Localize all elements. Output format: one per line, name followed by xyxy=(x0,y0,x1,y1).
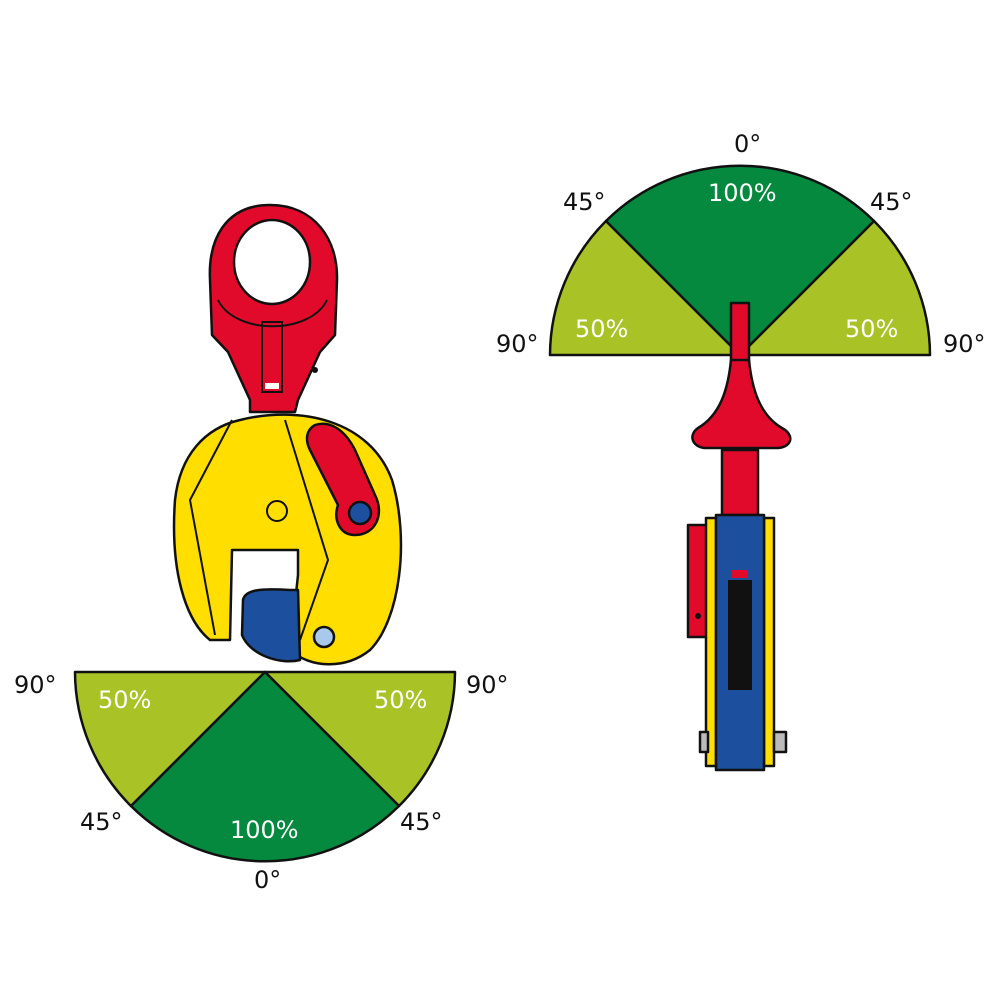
angle-label: 90° xyxy=(14,671,57,699)
angle-label: 45° xyxy=(563,188,606,216)
left-sector-50 xyxy=(548,219,742,357)
capacity-label: 50% xyxy=(575,315,628,343)
clamp-front-view xyxy=(172,203,403,666)
capacity-label: 50% xyxy=(98,686,151,714)
left-angle-chart: 90° 90° 45° 45° 0° 50% 50% 100% xyxy=(14,670,509,894)
capacity-label: 50% xyxy=(845,315,898,343)
angle-label: 0° xyxy=(254,866,281,894)
right-sector-50 xyxy=(738,219,932,357)
left-sector-50 xyxy=(73,670,267,808)
capacity-label: 100% xyxy=(708,179,777,207)
angle-label: 0° xyxy=(734,130,761,158)
right-angle-chart: 0° 45° 45° 90° 90° 100% 50% 50% xyxy=(496,130,986,358)
angle-label: 90° xyxy=(466,671,509,699)
clamp-side-view xyxy=(686,301,792,772)
angle-label: 45° xyxy=(80,808,123,836)
center-sector-100 xyxy=(604,164,876,357)
angle-label: 45° xyxy=(400,808,443,836)
angle-label: 90° xyxy=(496,330,539,358)
capacity-label: 100% xyxy=(230,816,299,844)
angle-label: 90° xyxy=(943,330,986,358)
center-sector-100 xyxy=(129,670,401,863)
right-sector-50 xyxy=(263,670,457,808)
angle-label: 45° xyxy=(870,188,913,216)
capacity-label: 50% xyxy=(374,686,427,714)
